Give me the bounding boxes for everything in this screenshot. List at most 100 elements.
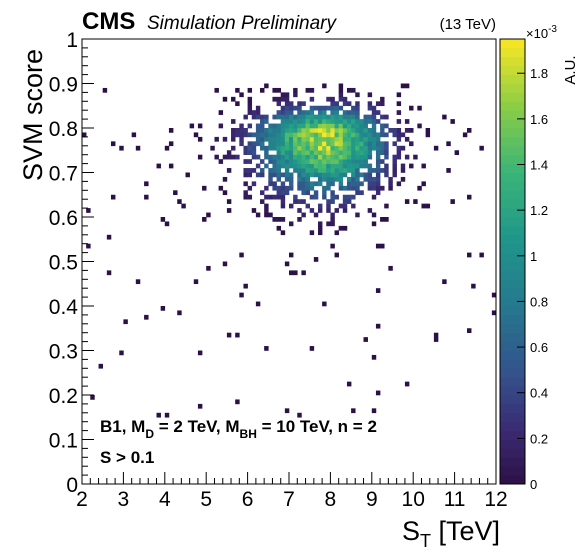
heatmap-cell (280, 181, 286, 187)
heatmap-cell (197, 123, 203, 129)
z-tick-label: 0.8 (530, 294, 548, 309)
heatmap-cell (235, 154, 240, 160)
heatmap-cell (309, 159, 315, 164)
heatmap-cell (110, 194, 116, 200)
heatmap-cell (355, 212, 360, 218)
heatmap-cell (392, 141, 397, 147)
heatmap-cell (206, 265, 211, 271)
heatmap-cell (247, 150, 253, 155)
heatmap-cell (442, 279, 447, 285)
heatmap-cell (226, 168, 232, 173)
heatmap-cell (330, 212, 335, 218)
heatmap-cell (491, 310, 497, 316)
heatmap-cell (272, 145, 277, 151)
heatmap-cell (338, 136, 344, 142)
heatmap-cell (334, 101, 339, 107)
heatmap-cell (235, 87, 240, 93)
heatmap-cell (400, 83, 406, 89)
heatmap-cell (255, 301, 261, 307)
heatmap-cell (384, 141, 389, 147)
heatmap-cell (342, 172, 348, 178)
heatmap-cell (454, 150, 460, 155)
heatmap-cell (110, 141, 116, 147)
heatmap-cell (363, 337, 368, 342)
heatmap-cell (322, 176, 327, 182)
heatmap-cell (351, 87, 356, 93)
heatmap-cell (284, 185, 290, 191)
heatmap-cell (293, 163, 298, 169)
heatmap-cell (326, 221, 331, 227)
heatmap-cell (355, 181, 360, 187)
heatmap-cell (330, 123, 335, 129)
heatmap-cell (433, 145, 439, 151)
heatmap-cell (264, 136, 269, 142)
heatmap-cell (297, 208, 302, 213)
heatmap-cell (330, 159, 335, 164)
color-scale-band (500, 92, 525, 102)
heatmap-cell (363, 119, 368, 124)
heatmap-cell (293, 270, 298, 276)
heatmap-cell (338, 87, 344, 93)
heatmap-cell (268, 181, 273, 187)
heatmap-cell (342, 168, 348, 173)
heatmap-cell (351, 136, 356, 142)
heatmap-cell (309, 105, 315, 111)
heatmap-cell (342, 199, 348, 204)
heatmap-cell (239, 292, 244, 298)
heatmap-cell (86, 208, 91, 213)
heatmap-cell (380, 243, 385, 249)
heatmap-cell (284, 119, 290, 124)
heatmap-cell (293, 141, 298, 147)
heatmap-cell (309, 185, 315, 191)
heatmap-cell (284, 132, 290, 138)
heatmap-cell (384, 168, 389, 173)
heatmap-cell (255, 123, 261, 129)
color-scale-band (500, 252, 525, 262)
heatmap-cell (380, 101, 385, 107)
heatmap-cell (247, 96, 253, 102)
heatmap-cell (375, 159, 381, 164)
heatmap-cell (380, 150, 385, 155)
heatmap-cell (363, 163, 368, 169)
heatmap-cell (342, 136, 348, 142)
heatmap-cell (255, 132, 261, 138)
heatmap-cell (247, 132, 253, 138)
heatmap-cell (301, 176, 306, 182)
heatmap-cell (467, 252, 472, 258)
heatmap-cell (284, 172, 290, 178)
heatmap-cell (338, 105, 344, 111)
heatmap-cell (342, 150, 348, 155)
heatmap-cell (255, 136, 261, 142)
heatmap-cell (346, 159, 352, 164)
heatmap-cell (351, 203, 356, 209)
heatmap-cell (260, 87, 265, 93)
heatmap-cell (330, 119, 335, 124)
heatmap-cell (301, 119, 306, 124)
z-tick-label: 1.6 (530, 112, 548, 127)
heatmap-cell (317, 172, 323, 178)
heatmap-cell (160, 306, 166, 311)
heatmap-cell (305, 190, 310, 196)
heatmap-cell (330, 194, 335, 200)
heatmap-cell (276, 163, 282, 169)
heatmap-cell (313, 141, 319, 147)
x-tick-label: 7 (283, 488, 295, 511)
color-scale-band (500, 119, 525, 129)
heatmap-cell (189, 123, 195, 129)
heatmap-cell (284, 163, 290, 169)
heatmap-cell (293, 114, 298, 120)
heatmap-cell (317, 163, 323, 169)
heatmap-cell (260, 159, 265, 164)
heatmap-cell (289, 176, 294, 182)
heatmap-cell (218, 185, 224, 191)
heatmap-cell (326, 119, 331, 124)
heatmap-cell (375, 145, 381, 151)
color-scale-band (500, 323, 525, 334)
heatmap-cell (293, 92, 298, 98)
heatmap-cell (351, 141, 356, 147)
heatmap-cell (255, 141, 261, 147)
heatmap-cell (342, 96, 348, 102)
heatmap-cell (284, 261, 290, 267)
color-scale-band (500, 172, 525, 182)
heatmap-cell (355, 123, 360, 129)
